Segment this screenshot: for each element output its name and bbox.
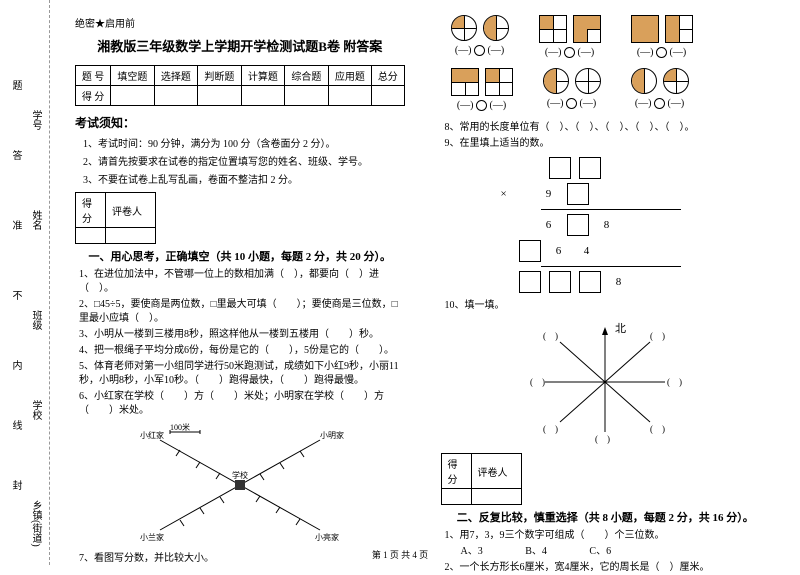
- shape-group-3: (—) (—): [631, 15, 693, 58]
- q1: 1、在进位加法中，不管哪一位上的数相加满（ ），都要向（ ）进（ ）。: [75, 268, 405, 296]
- calc-area: ×9 68 64 8: [441, 157, 771, 293]
- s2q1: 1、用7，3，9三个数字可组成（ ）个三位数。: [441, 529, 771, 543]
- binding-margin: 乡镇(街道) 学校 班级 姓名 学号 封 线 内 不 准 答 题: [0, 0, 50, 565]
- hdr-4: 计算题: [241, 66, 285, 86]
- q9: 9、在里填上适当的数。: [441, 137, 771, 151]
- seal-char-1: 封: [8, 480, 23, 490]
- notice-1: 1、考试时间：90 分钟，满分为 100 分（含卷面分 2 分）。: [75, 135, 405, 150]
- compass-diagram: 北 ( ) ( ) ( ) ( ) ( ) ( ) ( ): [525, 317, 685, 447]
- mul-sign: ×: [501, 188, 531, 200]
- n4: 4: [577, 245, 597, 257]
- seal-char-2: 线: [8, 420, 23, 430]
- fraction-shapes-row1: (—) (—) (—) (—) (—) (—): [441, 15, 771, 58]
- shape-group-5: (—) (—): [543, 68, 601, 111]
- lbl-d: 小亮家: [315, 532, 339, 542]
- hdr-7: 总分: [372, 66, 404, 86]
- n8b: 8: [609, 276, 629, 288]
- notice-2: 2、请首先按要求在试卷的指定位置填写您的姓名、班级、学号。: [75, 153, 405, 168]
- svg-text:( ): ( ): [667, 377, 682, 387]
- page-footer: 第 1 页 共 4 页: [0, 548, 800, 561]
- seal-char-4: 不: [8, 290, 23, 300]
- svg-text:( ): ( ): [650, 331, 665, 341]
- notice-3: 3、不要在试卷上乱写乱画，卷面不整洁扣 2 分。: [75, 171, 405, 186]
- hdr-1: 填空题: [111, 66, 155, 86]
- field-id: 学号: [28, 110, 43, 130]
- lbl-unit: 100米: [170, 422, 190, 432]
- scorebox-c1: 得分: [76, 193, 106, 228]
- s2q2: 2、一个长方形长6厘米，宽4厘米，它的周长是（ ）厘米。: [441, 561, 771, 575]
- shape-group-2: (—) (—): [539, 15, 601, 58]
- q3: 3、小明从一楼到三楼用8秒，照这样他从一楼到五楼用（ ）秒。: [75, 328, 405, 342]
- hdr-0: 题 号: [76, 66, 111, 86]
- scorebox2-c2: 评卷人: [471, 454, 521, 489]
- shape-group-4: (—) (—): [451, 68, 513, 111]
- field-school: 学校: [28, 400, 43, 420]
- field-township: 乡镇(街道): [28, 500, 43, 547]
- shape-group-6: (—) (—): [631, 68, 689, 111]
- left-column: 绝密★启用前 湘教版三年级数学上学期开学检测试题B卷 附答案 题 号 填空题 选…: [65, 15, 423, 557]
- score-table: 题 号 填空题 选择题 判断题 计算题 综合题 应用题 总分 得 分: [75, 65, 405, 106]
- seal-char-3: 内: [8, 360, 23, 370]
- score-value-row: 得 分: [76, 86, 405, 106]
- svg-text:北: 北: [615, 322, 626, 335]
- score-header-row: 题 号 填空题 选择题 判断题 计算题 综合题 应用题 总分: [76, 66, 405, 86]
- lbl-center: 学校: [232, 470, 248, 480]
- field-name: 姓名: [28, 210, 43, 230]
- n6: 6: [539, 219, 559, 231]
- svg-text:( ): ( ): [543, 424, 558, 434]
- scorebox2-c1: 得分: [441, 454, 471, 489]
- seal-char-7: 题: [8, 80, 23, 90]
- svg-text:( ): ( ): [530, 377, 545, 387]
- n8a: 8: [597, 219, 617, 231]
- n6b: 6: [549, 245, 569, 257]
- section-1-title: 一、用心思考，正确填空（共 10 小题，每题 2 分，共 20 分）。: [75, 248, 405, 264]
- q4: 4、把一根绳子平均分成6份，每份是它的（ ），5份是它的（ ）。: [75, 344, 405, 358]
- svg-text:( ): ( ): [595, 434, 610, 444]
- field-class: 班级: [28, 310, 43, 330]
- n9: 9: [539, 188, 559, 200]
- map-diagram: 学校 小明家 小红家 小兰家 小亮家 100米: [120, 420, 360, 550]
- fraction-shapes-row2: (—) (—) (—) (—) (—) (—): [441, 68, 771, 111]
- calc-box[interactable]: [519, 240, 541, 262]
- row-label: 得 分: [76, 86, 111, 106]
- seal-char-6: 答: [8, 150, 23, 160]
- notice-heading: 考试须知：: [75, 114, 405, 131]
- calc-box[interactable]: [579, 271, 601, 293]
- section-2-title: 二、反复比较，慎重选择（共 8 小题，每题 2 分，共 16 分）。: [441, 509, 771, 525]
- section-scorebox-2: 得分 评卷人: [441, 453, 522, 505]
- q8: 8、常用的长度单位有（ ）、（ ）、（ ）、（ ）、（ ）。: [441, 121, 771, 135]
- secret-label: 绝密★启用前: [75, 15, 405, 30]
- hdr-5: 综合题: [285, 66, 329, 86]
- shape-group-1: (—) (—): [451, 15, 509, 58]
- calc-box[interactable]: [579, 157, 601, 179]
- lbl-b: 小红家: [140, 430, 164, 440]
- lbl-c: 小兰家: [140, 532, 164, 542]
- calc-box[interactable]: [567, 183, 589, 205]
- scorebox-c2: 评卷人: [106, 193, 156, 228]
- calc-box[interactable]: [519, 271, 541, 293]
- q5: 5、体育老师对第一小组同学进行50米跑测试，成绩如下小红9秒，小丽11秒，小明8…: [75, 360, 405, 388]
- right-column: (—) (—) (—) (—) (—) (—): [423, 15, 781, 557]
- hdr-2: 选择题: [154, 66, 198, 86]
- q2: 2、□45÷5，要使商是两位数，□里最大可填（ ）；要使商是三位数，□里最小应填…: [75, 298, 405, 326]
- q6: 6、小红家在学校（ ）方（ ）米处；小明家在学校（ ）方（ ）米处。: [75, 390, 405, 418]
- q10: 10、填一填。: [441, 299, 771, 313]
- calc-box[interactable]: [549, 157, 571, 179]
- hdr-6: 应用题: [328, 66, 372, 86]
- calc-box[interactable]: [567, 214, 589, 236]
- svg-text:( ): ( ): [543, 331, 558, 341]
- calc-box[interactable]: [549, 271, 571, 293]
- lbl-a: 小明家: [320, 430, 344, 440]
- section-scorebox-1: 得分 评卷人: [75, 192, 156, 244]
- content-columns: 绝密★启用前 湘教版三年级数学上学期开学检测试题B卷 附答案 题 号 填空题 选…: [50, 0, 800, 565]
- hdr-3: 判断题: [198, 66, 242, 86]
- seal-char-5: 准: [8, 220, 23, 230]
- page: 乡镇(街道) 学校 班级 姓名 学号 封 线 内 不 准 答 题 绝密★启用前 …: [0, 0, 800, 565]
- svg-text:( ): ( ): [650, 424, 665, 434]
- exam-title: 湘教版三年级数学上学期开学检测试题B卷 附答案: [75, 36, 405, 55]
